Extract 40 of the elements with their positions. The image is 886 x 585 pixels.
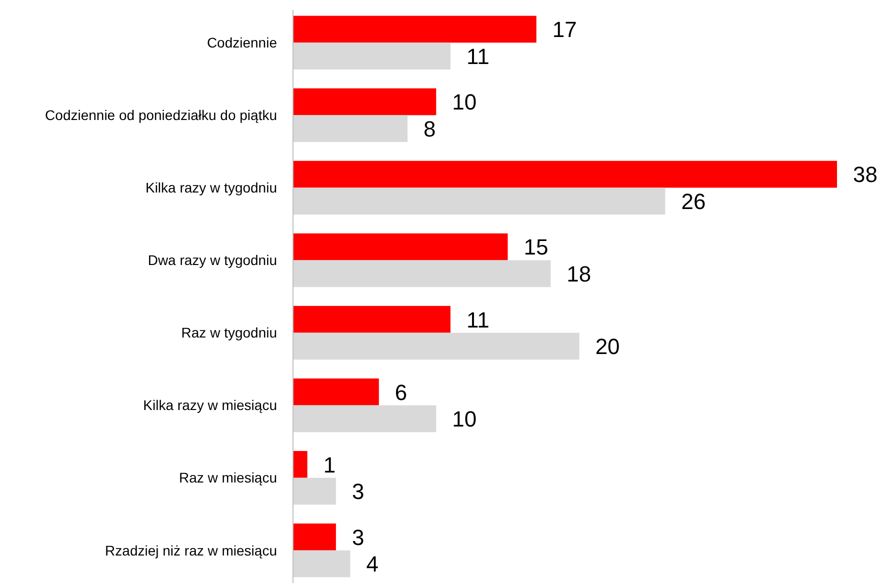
y-tick-label: Codziennie bbox=[206, 34, 278, 51]
bar bbox=[293, 42, 450, 70]
data-label: 11 bbox=[466, 44, 490, 69]
data-label: 26 bbox=[681, 189, 706, 214]
bar bbox=[293, 450, 308, 478]
bar bbox=[293, 478, 336, 505]
bar bbox=[293, 160, 837, 188]
data-label: 20 bbox=[595, 334, 620, 360]
y-tick-label: Kilka razy w tygodniu bbox=[145, 180, 277, 196]
bar bbox=[293, 16, 536, 43]
data-label: 4 bbox=[366, 552, 379, 577]
data-label: 17 bbox=[552, 17, 577, 42]
bar bbox=[293, 260, 551, 288]
y-tick-label: Raz w tygodniu bbox=[181, 324, 277, 341]
y-tick-label: Kilka razy w miesiącu bbox=[143, 397, 277, 414]
data-label: 3 bbox=[352, 524, 364, 550]
bar bbox=[293, 405, 436, 432]
data-label: 11 bbox=[466, 307, 490, 332]
data-label: 3 bbox=[352, 479, 364, 504]
bar bbox=[293, 188, 666, 215]
data-label: 15 bbox=[524, 234, 548, 260]
bar bbox=[293, 332, 580, 360]
bar bbox=[293, 378, 379, 406]
data-label: 1 bbox=[323, 452, 336, 478]
data-label: 38 bbox=[853, 162, 878, 188]
bar bbox=[293, 550, 350, 578]
y-tick-label: Dwa razy w tygodniu bbox=[148, 252, 277, 268]
y-tick-label: Raz w miesiącu bbox=[178, 470, 277, 486]
bar bbox=[293, 115, 408, 142]
data-label: 6 bbox=[394, 380, 408, 405]
data-label: 10 bbox=[452, 406, 477, 432]
bar bbox=[293, 524, 336, 550]
data-label: 10 bbox=[452, 90, 477, 115]
data-label: 8 bbox=[424, 116, 436, 142]
y-tick-label: Rzadziej niż raz w miesiącu bbox=[105, 542, 277, 558]
bar bbox=[293, 233, 508, 260]
y-tick-label: Codziennie od poniedziałku do piątku bbox=[45, 107, 277, 124]
bar bbox=[293, 88, 436, 116]
data-label: 18 bbox=[566, 262, 592, 287]
bar bbox=[293, 306, 450, 333]
